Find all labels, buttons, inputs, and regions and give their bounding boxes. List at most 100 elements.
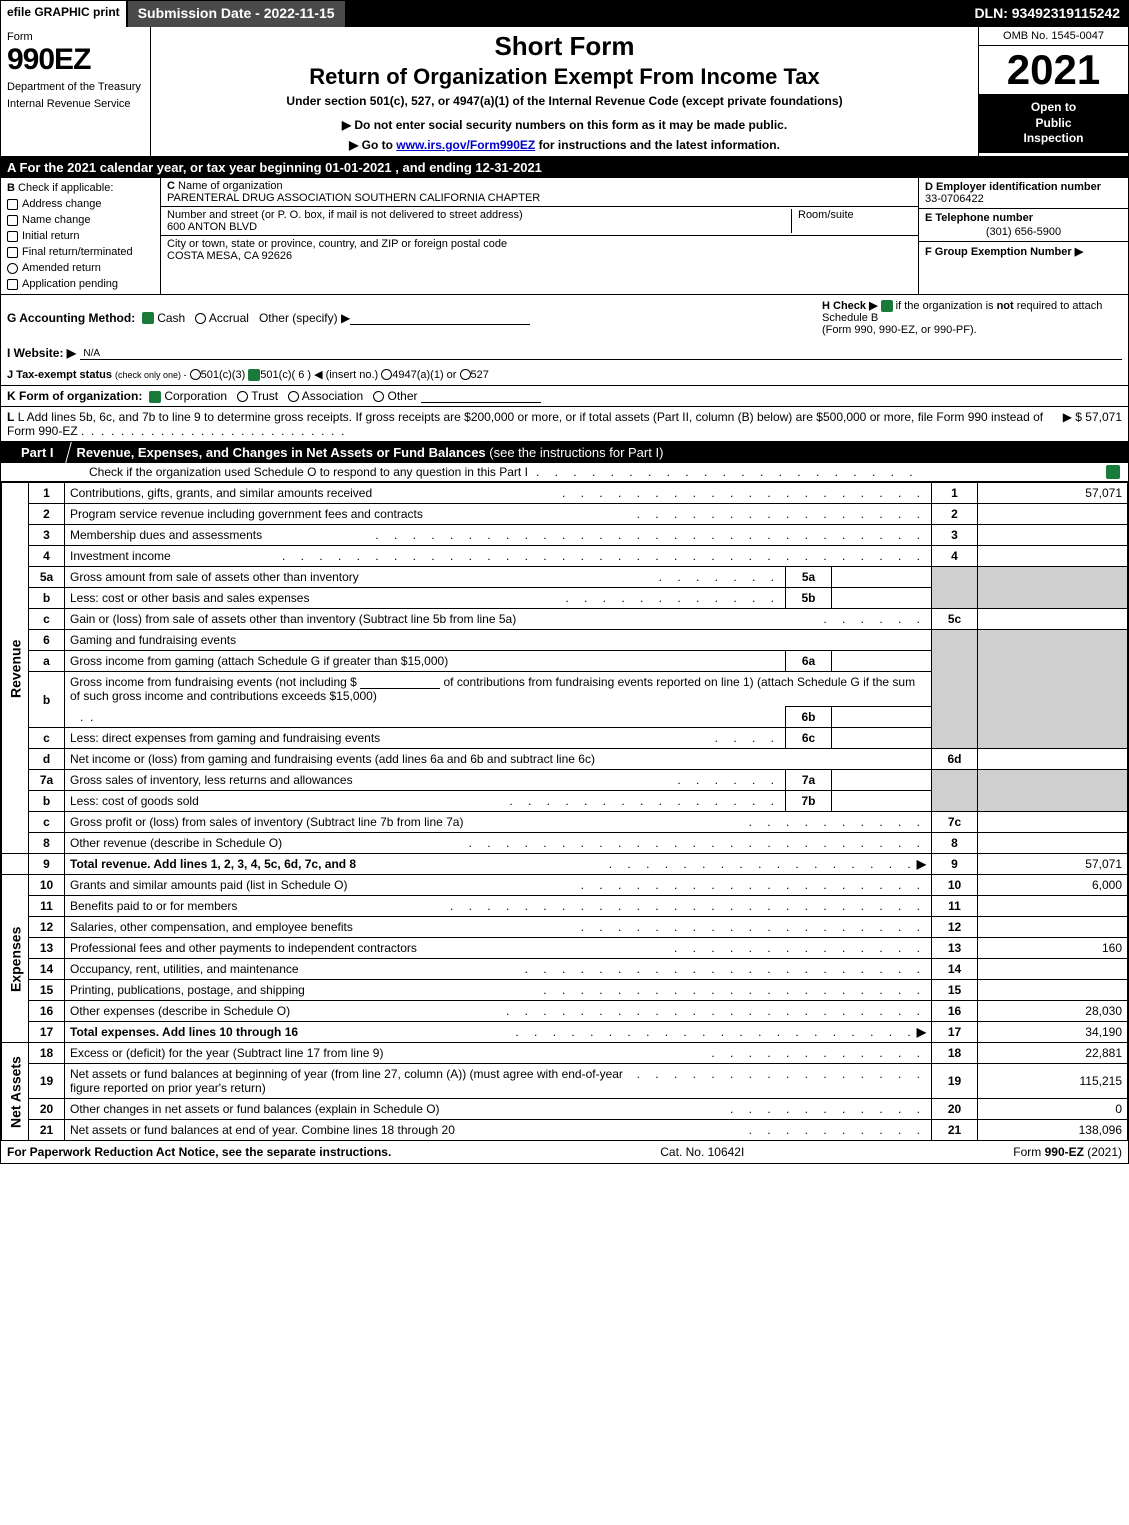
line-desc: Other revenue (describe in Schedule O) <box>70 836 463 850</box>
j-501c3: 501(c)(3) <box>201 369 246 381</box>
right-num: 21 <box>932 1120 978 1141</box>
row-7a: 7a Gross sales of inventory, less return… <box>2 770 1128 791</box>
row-19: 19 Net assets or fund balances at beginn… <box>2 1064 1128 1099</box>
radio-icon[interactable] <box>237 391 248 402</box>
contrib-amount-field[interactable] <box>360 675 440 689</box>
line-desc: Gaming and fundraising events <box>65 630 932 651</box>
dots: . . . . . . . . . . . . . . . . . . . <box>575 878 926 892</box>
line-desc: Investment income <box>70 549 276 563</box>
radio-icon[interactable] <box>288 391 299 402</box>
line-desc: Salaries, other compensation, and employ… <box>70 920 575 934</box>
website-field[interactable]: N/A <box>80 345 1122 360</box>
checkbox-icon <box>7 215 18 226</box>
row-7c: c Gross profit or (loss) from sales of i… <box>2 812 1128 833</box>
mid-val <box>832 651 932 672</box>
e-label: E Telephone number <box>925 212 1122 224</box>
checked-icon <box>149 391 161 403</box>
note-url-pre: ▶ Go to <box>349 138 396 152</box>
radio-icon[interactable] <box>195 313 206 324</box>
k-other-field[interactable] <box>421 389 541 403</box>
right-num: 4 <box>932 546 978 567</box>
title-short-form: Short Form <box>159 31 970 62</box>
right-val <box>978 749 1128 770</box>
b-check-label: Check if applicable: <box>18 182 113 194</box>
right-num: 20 <box>932 1099 978 1120</box>
line-num: 11 <box>29 896 65 917</box>
dots: . . . . . . . . . . . . . . . <box>503 794 780 808</box>
line-desc: Less: cost or other basis and sales expe… <box>70 591 559 605</box>
radio-icon <box>7 263 18 274</box>
line-num: 3 <box>29 525 65 546</box>
dots: . . . . <box>709 731 780 745</box>
right-val <box>978 980 1128 1001</box>
right-val: 57,071 <box>978 483 1128 504</box>
empty-desc: . . <box>65 707 786 728</box>
line-a-tax-year: A For the 2021 calendar year, or tax yea… <box>1 157 1128 178</box>
irs-link[interactable]: www.irs.gov/Form990EZ <box>396 138 535 152</box>
arrow-icon: ▶ <box>917 1025 926 1039</box>
chk-name-change[interactable]: Name change <box>7 214 154 226</box>
row-2: 2 Program service revenue including gove… <box>2 504 1128 525</box>
h-text4: (Form 990, 990-EZ, or 990-PF). <box>822 324 977 336</box>
radio-icon[interactable] <box>190 369 201 380</box>
right-val: 138,096 <box>978 1120 1128 1141</box>
radio-icon[interactable] <box>373 391 384 402</box>
row-6d: d Net income or (loss) from gaming and f… <box>2 749 1128 770</box>
checked-icon <box>142 312 154 324</box>
dln-label: DLN: 93492319115242 <box>966 1 1128 27</box>
c-city-row: City or town, state or province, country… <box>161 236 918 264</box>
dots: . . . . . . <box>671 773 780 787</box>
line-desc: Professional fees and other payments to … <box>70 941 668 955</box>
city-label: City or town, state or province, country… <box>167 238 912 250</box>
section-b: B Check if applicable: Address change Na… <box>1 178 161 294</box>
gray-cell <box>932 630 978 749</box>
right-num: 15 <box>932 980 978 1001</box>
open-line3: Inspection <box>983 131 1124 147</box>
chk-application-pending[interactable]: Application pending <box>7 278 154 290</box>
radio-icon[interactable] <box>381 369 392 380</box>
d-ein-row: D Employer identification number 33-0706… <box>919 178 1128 209</box>
right-num: 7c <box>932 812 978 833</box>
right-num: 14 <box>932 959 978 980</box>
website-value: N/A <box>83 348 100 359</box>
right-val <box>978 833 1128 854</box>
right-num: 16 <box>932 1001 978 1022</box>
right-num: 19 <box>932 1064 978 1099</box>
chk-amended-return[interactable]: Amended return <box>7 262 154 274</box>
gray-cell <box>978 630 1128 749</box>
gray-cell <box>932 567 978 609</box>
g-accrual: Accrual <box>209 311 249 325</box>
line-num: 21 <box>29 1120 65 1141</box>
checkbox-icon <box>7 199 18 210</box>
row-12: 12 Salaries, other compensation, and emp… <box>2 917 1128 938</box>
mid-num: 6b <box>786 707 832 728</box>
bf-block: B Check if applicable: Address change Na… <box>1 178 1128 295</box>
mid-val <box>832 707 932 728</box>
e-phone-row: E Telephone number (301) 656-5900 <box>919 209 1128 242</box>
g-other-field[interactable] <box>350 311 530 325</box>
checkbox-icon <box>7 247 18 258</box>
right-num: 17 <box>932 1022 978 1043</box>
right-num: 10 <box>932 875 978 896</box>
line-desc: Gross amount from sale of assets other t… <box>70 570 653 584</box>
right-val: 28,030 <box>978 1001 1128 1022</box>
chk-address-change[interactable]: Address change <box>7 198 154 210</box>
line-num: 1 <box>29 483 65 504</box>
topbar-spacer <box>347 1 967 27</box>
h-not: not <box>997 300 1014 312</box>
line-num: 5a <box>29 567 65 588</box>
open-line2: Public <box>983 116 1124 132</box>
line-desc: Less: direct expenses from gaming and fu… <box>70 731 709 745</box>
chk-final-return[interactable]: Final return/terminated <box>7 246 154 258</box>
right-num: 5c <box>932 609 978 630</box>
open-line1: Open to <box>983 100 1124 116</box>
g-cash: Cash <box>157 311 185 325</box>
right-val <box>978 525 1128 546</box>
dots: . . . . . . . . . . . . . . . . . . . . … <box>537 983 926 997</box>
radio-icon[interactable] <box>460 369 471 380</box>
line-g: G Accounting Method: Cash Accrual Other … <box>7 311 822 325</box>
chk-initial-return[interactable]: Initial return <box>7 230 154 242</box>
org-name: PARENTERAL DRUG ASSOCIATION SOUTHERN CAL… <box>167 192 912 204</box>
line-desc: Net income or (loss) from gaming and fun… <box>65 749 932 770</box>
line-desc: Contributions, gifts, grants, and simila… <box>70 486 556 500</box>
